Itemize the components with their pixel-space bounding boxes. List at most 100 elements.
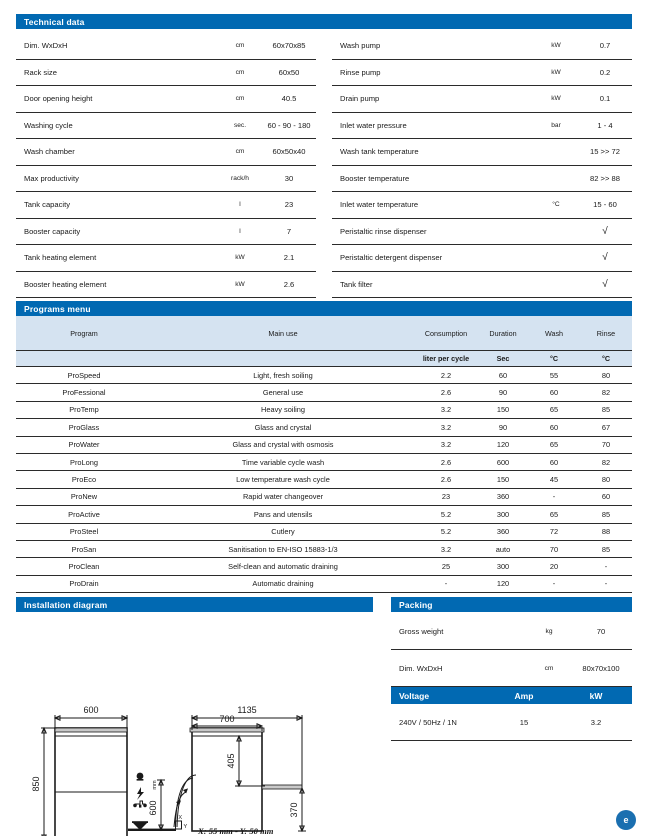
- program-rinse-temp: 85: [580, 505, 632, 524]
- packing-value: 80x70x100: [570, 649, 632, 687]
- programs-column-subheader: liter per cycle: [414, 350, 478, 367]
- packing-value: 70: [570, 613, 632, 650]
- voltage-header-row: Voltage Amp kW: [391, 687, 632, 704]
- dim-side-depth: 700: [219, 714, 234, 724]
- spec-row: Drain pump kW 0.1: [332, 85, 632, 113]
- program-main-use: Self-clean and automatic draining: [152, 557, 414, 576]
- program-wash-temp: 65: [528, 505, 580, 524]
- program-wash-temp: -: [528, 488, 580, 507]
- programs-header-row: Program Main use Consumption Duration Wash Ri…: [16, 316, 632, 351]
- program-duration: 300: [478, 505, 528, 524]
- program-wash-temp: 65: [528, 436, 580, 454]
- program-main-use: Pans and utensils: [152, 505, 414, 524]
- program-consumption: 5.2: [414, 505, 478, 524]
- programs-column-subheader: [16, 350, 152, 367]
- program-wash-temp: 60: [528, 383, 580, 402]
- dim-lower-height: 370: [289, 802, 299, 817]
- spec-value: 2.6: [262, 271, 316, 298]
- program-consumption: 3.2: [414, 540, 478, 559]
- program-duration: 600: [478, 453, 528, 472]
- spec-label: Tank capacity: [16, 191, 218, 219]
- technical-data-left-body: Dim. WxDxH cm 60x70x85 Rack size cm 60x50 Door…: [16, 33, 316, 298]
- spec-row: Booster heating element kW 2.6: [16, 271, 316, 298]
- programs-row: ProActive Pans and utensils 5.2 300 65 85: [16, 505, 632, 524]
- packing-label: Gross weight: [391, 613, 528, 650]
- program-main-use: Heavy soiling: [152, 401, 414, 420]
- program-wash-temp: 72: [528, 523, 580, 541]
- program-rinse-temp: 70: [580, 436, 632, 454]
- spec-row: Peristaltic detergent dispenser √: [332, 244, 632, 272]
- program-duration: 360: [478, 488, 528, 507]
- program-rinse-temp: 82: [580, 383, 632, 402]
- spec-value: 60x70x85: [262, 33, 316, 60]
- water-inlet-icon: [136, 772, 144, 781]
- program-duration: 150: [478, 401, 528, 420]
- program-duration: 300: [478, 557, 528, 576]
- spec-row: Peristaltic rinse dispenser √: [332, 218, 632, 245]
- program-duration: 90: [478, 418, 528, 437]
- diagram-connection-icons: [132, 772, 148, 830]
- spec-label: Rack size: [16, 59, 218, 86]
- spec-label: Booster temperature: [332, 165, 534, 192]
- spec-unit: [534, 244, 578, 272]
- spec-value: 82 >> 88: [578, 165, 632, 192]
- spec-unit: °C: [534, 191, 578, 219]
- marker-y-label: Y: [184, 824, 188, 830]
- packing-label: Dim. WxDxH: [391, 649, 528, 687]
- program-wash-temp: 20: [528, 557, 580, 576]
- spec-unit: l: [218, 218, 262, 245]
- spec-row: Booster capacity l 7: [16, 218, 316, 245]
- electricity-bolt-icon: [137, 787, 144, 800]
- program-main-use: General use: [152, 383, 414, 402]
- program-consumption: 3.2: [414, 418, 478, 437]
- dim-front-width: 600: [83, 705, 98, 715]
- spec-label: Washing cycle: [16, 112, 218, 139]
- programs-row: ProFessional General use 2.6 90 60 82: [16, 383, 632, 402]
- programs-column-header: Program: [16, 316, 152, 351]
- spec-row: Inlet water pressure bar 1 - 4: [332, 112, 632, 139]
- spec-value: 1 - 4: [578, 112, 632, 139]
- spec-value: 40.5: [262, 85, 316, 113]
- program-rinse-temp: 60: [580, 488, 632, 507]
- program-rinse-temp: -: [580, 575, 632, 594]
- spec-unit: kW: [534, 85, 578, 113]
- technical-data-left-table: Dim. WxDxH cm 60x70x85 Rack size cm 60x50 Door…: [16, 33, 316, 298]
- dim-side-total-depth: 1135: [237, 705, 256, 715]
- program-name: ProSteel: [16, 523, 152, 541]
- programs-row: ProEco Low temperature wash cycle 2.6 150 45…: [16, 470, 632, 489]
- program-name: ProClean: [16, 557, 152, 576]
- program-rinse-temp: 80: [580, 470, 632, 489]
- program-main-use: Cutlery: [152, 523, 414, 541]
- spec-unit: bar: [534, 112, 578, 139]
- spec-row: Wash pump kW 0.7: [332, 33, 632, 60]
- voltage-amp: 15: [488, 704, 560, 741]
- programs-row: ProSpeed Light, fresh soiling 2.2 60 55 80: [16, 366, 632, 385]
- program-rinse-temp: 85: [580, 540, 632, 559]
- program-name: ProFessional: [16, 383, 152, 402]
- program-consumption: 2.6: [414, 470, 478, 489]
- spec-row: Dim. WxDxH cm 60x70x85: [16, 33, 316, 60]
- voltage-col-label: Voltage: [399, 690, 430, 701]
- dim-door-height: 405: [226, 753, 236, 768]
- programs-row: ProSteel Cutlery 5.2 360 72 88: [16, 523, 632, 541]
- spec-unit: [534, 271, 578, 298]
- dim-front-height: 850: [31, 776, 41, 791]
- program-rinse-temp: -: [580, 557, 632, 576]
- spec-label: Dim. WxDxH: [16, 33, 218, 60]
- programs-column-header: Main use: [152, 316, 414, 351]
- program-name: ProNew: [16, 488, 152, 507]
- program-wash-temp: 70: [528, 540, 580, 559]
- drain-icon: [132, 821, 148, 830]
- voltage-kw: 3.2: [560, 704, 632, 741]
- program-name: ProGlass: [16, 418, 152, 437]
- program-consumption: 3.2: [414, 436, 478, 454]
- program-wash-temp: -: [528, 575, 580, 594]
- programs-row: ProLong Time variable cycle wash 2.6 600 60 8…: [16, 453, 632, 472]
- spec-value: 15 >> 72: [578, 138, 632, 166]
- spec-unit: l: [218, 191, 262, 219]
- spec-value: 0.1: [578, 85, 632, 113]
- spec-label: Tank filter: [332, 271, 534, 298]
- packing-row: Dim. WxDxH cm 80x70x100: [391, 649, 632, 687]
- program-main-use: Automatic draining: [152, 575, 414, 594]
- programs-subheader-row: liter per cycle Sec °C °C: [16, 350, 632, 367]
